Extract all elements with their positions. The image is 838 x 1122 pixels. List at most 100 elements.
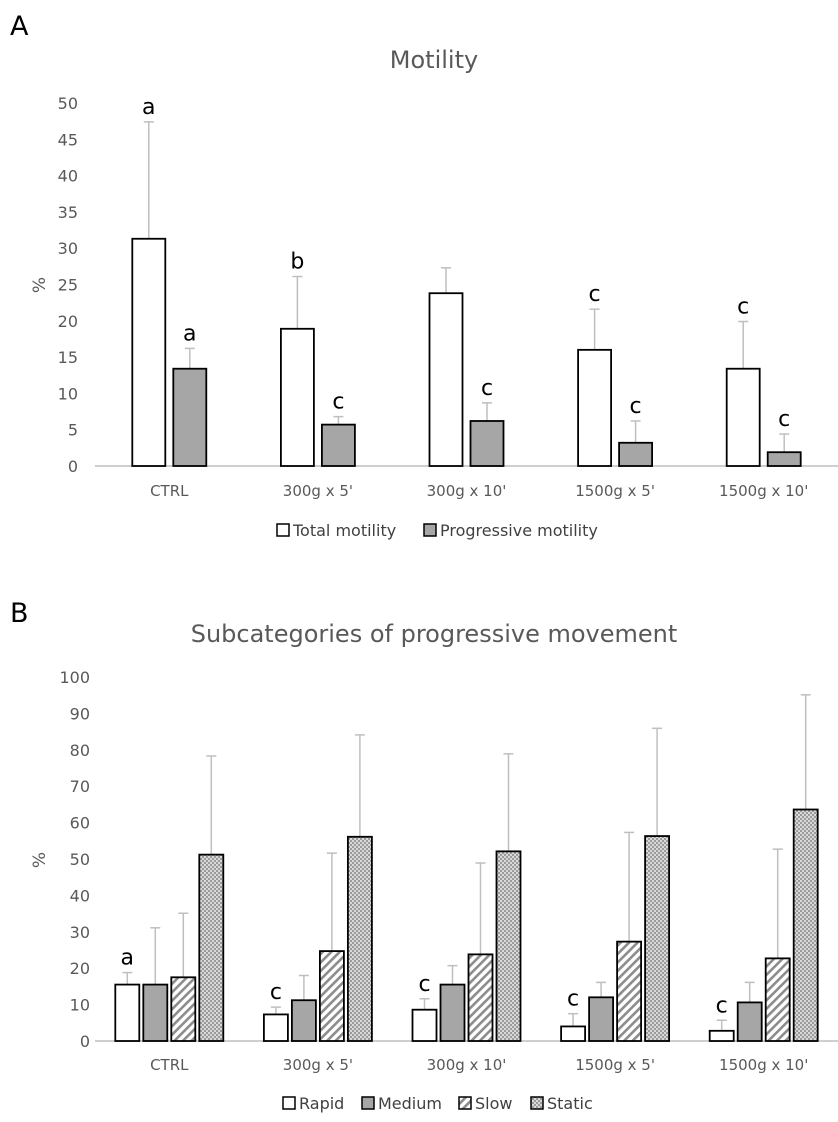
y-tick-label: 0 — [80, 1032, 90, 1051]
significance-label: c — [418, 972, 430, 997]
significance-label: c — [589, 282, 601, 307]
y-tick-label: 30 — [70, 923, 90, 942]
chart-panel-a: A Motility % 0 5 10 15 20 25 30 35 40 45 50 CTRL a a 3… — [10, 11, 838, 540]
bar-white — [411, 1008, 438, 1042]
bar-white — [725, 367, 761, 467]
y-tick-label: 10 — [70, 996, 90, 1015]
category-label: 300g x 5' — [283, 482, 353, 500]
y-tick-label: 50 — [58, 94, 78, 113]
legend-label: Medium — [378, 1094, 442, 1113]
panel-letter-b: B — [10, 598, 29, 629]
y-tick-label: 40 — [58, 167, 78, 186]
y-tick-label: 70 — [70, 777, 90, 796]
chart-panel-b: B Subcategories of progressive movement … — [10, 598, 838, 1113]
legend-a: Total motility Progressive motility — [276, 521, 598, 540]
legend-swatch-gray — [423, 523, 437, 537]
y-tick-label: 100 — [59, 668, 90, 687]
bar-gray — [588, 996, 614, 1042]
bar-white — [262, 1013, 289, 1042]
significance-label: c — [737, 295, 749, 320]
significance-label: a — [142, 95, 155, 120]
bar-gray — [469, 420, 505, 467]
bar-white — [708, 1029, 735, 1042]
bar-diagonal — [616, 940, 642, 1042]
legend-label: Total motility — [292, 521, 396, 540]
bar-white — [560, 1025, 586, 1042]
y-tick-label: 35 — [58, 203, 78, 222]
plot-area-b: 0 10 20 30 40 50 60 70 80 90 100 CTRL a 300g x 5' c 300… — [59, 668, 838, 1074]
significance-label: c — [481, 376, 493, 401]
y-tick-label: 0 — [68, 457, 78, 476]
bar-gray — [618, 441, 653, 467]
significance-label: c — [332, 390, 344, 415]
legend-label: Static — [547, 1094, 593, 1113]
y-tick-label: 15 — [58, 348, 78, 367]
chart-title-a: Motility — [390, 46, 478, 74]
bar-diagonal — [764, 957, 791, 1042]
category-label: 1500g x 10' — [719, 1056, 808, 1074]
bar-dots — [644, 835, 670, 1042]
legend-swatch-white — [282, 1096, 296, 1110]
category-label: CTRL — [150, 482, 189, 500]
chart-title-b: Subcategories of progressive movement — [191, 620, 678, 648]
y-tick-label: 30 — [58, 239, 78, 258]
y-axis-label-b: % — [30, 852, 50, 868]
bar-gray — [766, 451, 802, 467]
category-label: 1500g x 5' — [575, 482, 655, 500]
bar-dots — [198, 853, 225, 1042]
y-tick-label: 90 — [70, 704, 90, 723]
significance-label: b — [290, 250, 304, 275]
bar-gray — [172, 367, 208, 467]
bar-dots — [495, 850, 522, 1042]
legend-b: Rapid Medium Slow Static — [282, 1094, 593, 1113]
panel-letter-a: A — [10, 11, 29, 42]
y-tick-label: 40 — [70, 886, 90, 905]
bar-diagonal — [467, 953, 494, 1042]
bar-dots — [346, 835, 373, 1042]
legend-swatch-white — [276, 523, 290, 537]
y-tick-label: 80 — [70, 741, 90, 760]
bar-gray — [736, 1001, 763, 1042]
y-tick-label: 5 — [68, 421, 78, 440]
y-tick-label: 20 — [58, 312, 78, 331]
legend-swatch-dots — [530, 1096, 544, 1110]
y-axis-label-a: % — [30, 277, 50, 293]
bar-gray — [290, 999, 317, 1042]
legend-swatch-gray — [361, 1096, 375, 1110]
bar-white — [114, 983, 141, 1042]
category-label: 300g x 10' — [427, 1056, 507, 1074]
category-label: 1500g x 5' — [575, 1056, 655, 1074]
significance-label: a — [183, 321, 196, 346]
category-label: CTRL — [150, 1056, 189, 1074]
legend-label: Progressive motility — [440, 521, 598, 540]
significance-label: a — [121, 946, 134, 971]
y-tick-label: 50 — [70, 850, 90, 869]
significance-label: c — [716, 993, 728, 1018]
legend-swatch-diagonal — [458, 1096, 472, 1110]
legend-label: Slow — [475, 1094, 512, 1113]
legend-label: Rapid — [299, 1094, 344, 1113]
y-tick-label: 45 — [58, 130, 78, 149]
bar-diagonal — [170, 976, 197, 1042]
category-label: 300g x 10' — [427, 482, 507, 500]
significance-label: c — [778, 407, 790, 432]
significance-label: c — [567, 987, 579, 1012]
bar-white — [577, 348, 612, 467]
bar-dots — [792, 808, 819, 1042]
y-tick-label: 25 — [58, 276, 78, 295]
bar-white — [428, 292, 464, 467]
plot-area-a: 0 5 10 15 20 25 30 35 40 45 50 CTRL a a 300g x 5' b c 300… — [58, 94, 838, 500]
bar-white — [131, 237, 167, 467]
bar-gray — [320, 423, 356, 467]
y-tick-label: 20 — [70, 959, 90, 978]
significance-label: c — [630, 394, 642, 419]
bar-white — [279, 327, 315, 467]
y-tick-label: 10 — [58, 384, 78, 403]
y-tick-label: 60 — [70, 814, 90, 833]
bar-gray — [439, 983, 466, 1042]
bar-gray — [142, 983, 169, 1042]
significance-label: c — [270, 980, 282, 1005]
bar-diagonal — [318, 950, 345, 1042]
category-label: 1500g x 10' — [719, 482, 808, 500]
